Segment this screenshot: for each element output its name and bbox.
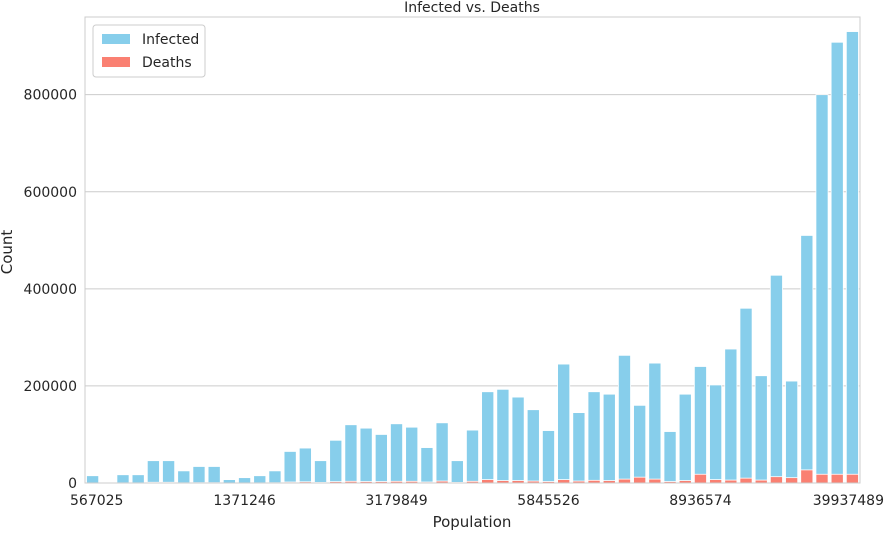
- infected-bar: [406, 427, 418, 483]
- infected-bar: [330, 440, 342, 483]
- x-tick-label: 3179849: [365, 493, 427, 509]
- infected-bar: [132, 475, 144, 483]
- infected-bar: [770, 275, 782, 483]
- deaths-bar: [482, 480, 494, 483]
- deaths-bar: [801, 470, 813, 483]
- infected-bar: [193, 466, 205, 483]
- infected-bar: [284, 451, 296, 483]
- infected-bar: [163, 461, 175, 483]
- deaths-bar: [770, 477, 782, 483]
- infected-bar: [254, 476, 266, 483]
- infected-bar: [816, 95, 828, 483]
- infected-bar: [694, 367, 706, 484]
- x-tick-label: 5845526: [517, 493, 579, 509]
- infected-bar: [451, 461, 463, 483]
- x-tick-label: 39937489: [813, 493, 884, 509]
- deaths-bar: [649, 479, 661, 483]
- infected-bar: [679, 394, 691, 483]
- infected-bar: [117, 475, 129, 483]
- infected-bar: [740, 308, 752, 483]
- infected-bar: [786, 381, 798, 483]
- y-tick-label: 200000: [24, 379, 77, 395]
- legend-label-infected: Infected: [142, 32, 199, 48]
- infected-bar: [345, 425, 357, 483]
- infected-bar: [466, 430, 478, 483]
- legend-swatch-infected: [102, 34, 130, 44]
- infected-bar: [482, 392, 494, 483]
- y-tick-label: 0: [68, 476, 77, 492]
- infected-bar: [618, 355, 630, 483]
- infected-bar: [710, 385, 722, 483]
- infected-bar: [755, 376, 767, 483]
- infected-bar: [831, 42, 843, 483]
- y-tick-label: 400000: [24, 282, 77, 298]
- infected-bar: [573, 413, 585, 483]
- infected-bar: [588, 392, 600, 483]
- infected-bar: [360, 428, 372, 483]
- x-tick-label: 567025: [70, 493, 123, 509]
- legend-swatch-deaths: [102, 57, 130, 67]
- infected-bar: [208, 466, 220, 483]
- infected-bar: [269, 471, 281, 483]
- deaths-bar: [786, 478, 798, 483]
- infected-bar: [664, 432, 676, 483]
- infected-bar: [147, 461, 159, 483]
- deaths-bar: [846, 474, 858, 483]
- infected-bar: [375, 434, 387, 483]
- deaths-bar: [740, 478, 752, 483]
- infected-bar: [223, 480, 235, 483]
- deaths-bar: [634, 477, 646, 483]
- infected-bar: [178, 471, 190, 483]
- infected-bar: [558, 364, 570, 483]
- x-tick-label: 8936574: [669, 493, 731, 509]
- infected-bar: [542, 431, 554, 483]
- y-tick-label: 800000: [24, 88, 77, 104]
- infected-bar: [421, 448, 433, 483]
- infected-bar: [314, 461, 326, 483]
- deaths-bar: [710, 480, 722, 483]
- infected-bar: [725, 349, 737, 483]
- legend-label-deaths: Deaths: [142, 55, 192, 71]
- deaths-bar: [831, 474, 843, 483]
- infected-bar: [238, 478, 250, 483]
- chart-title: Infected vs. Deaths: [404, 0, 540, 16]
- infected-bar: [87, 476, 99, 483]
- x-axis-label: Population: [433, 513, 512, 530]
- deaths-bar: [558, 480, 570, 483]
- deaths-bar: [618, 479, 630, 483]
- legend: Infected Deaths: [93, 25, 205, 77]
- y-tick-label: 600000: [24, 185, 77, 201]
- infected-bar: [634, 405, 646, 483]
- infected-bar: [299, 448, 311, 483]
- infected-bar: [649, 363, 661, 483]
- y-axis-label: Count: [0, 230, 16, 275]
- infected-bar: [527, 410, 539, 483]
- x-tick-label: 1371246: [213, 493, 275, 509]
- deaths-bar: [816, 474, 828, 483]
- infected-bar: [390, 424, 402, 483]
- infected-bar: [603, 394, 615, 483]
- infected-bar: [801, 235, 813, 483]
- infected-bar: [497, 389, 509, 483]
- infected-bar: [436, 423, 448, 483]
- deaths-bar: [694, 474, 706, 483]
- infected-bar: [846, 32, 858, 483]
- infected-bar: [512, 397, 524, 483]
